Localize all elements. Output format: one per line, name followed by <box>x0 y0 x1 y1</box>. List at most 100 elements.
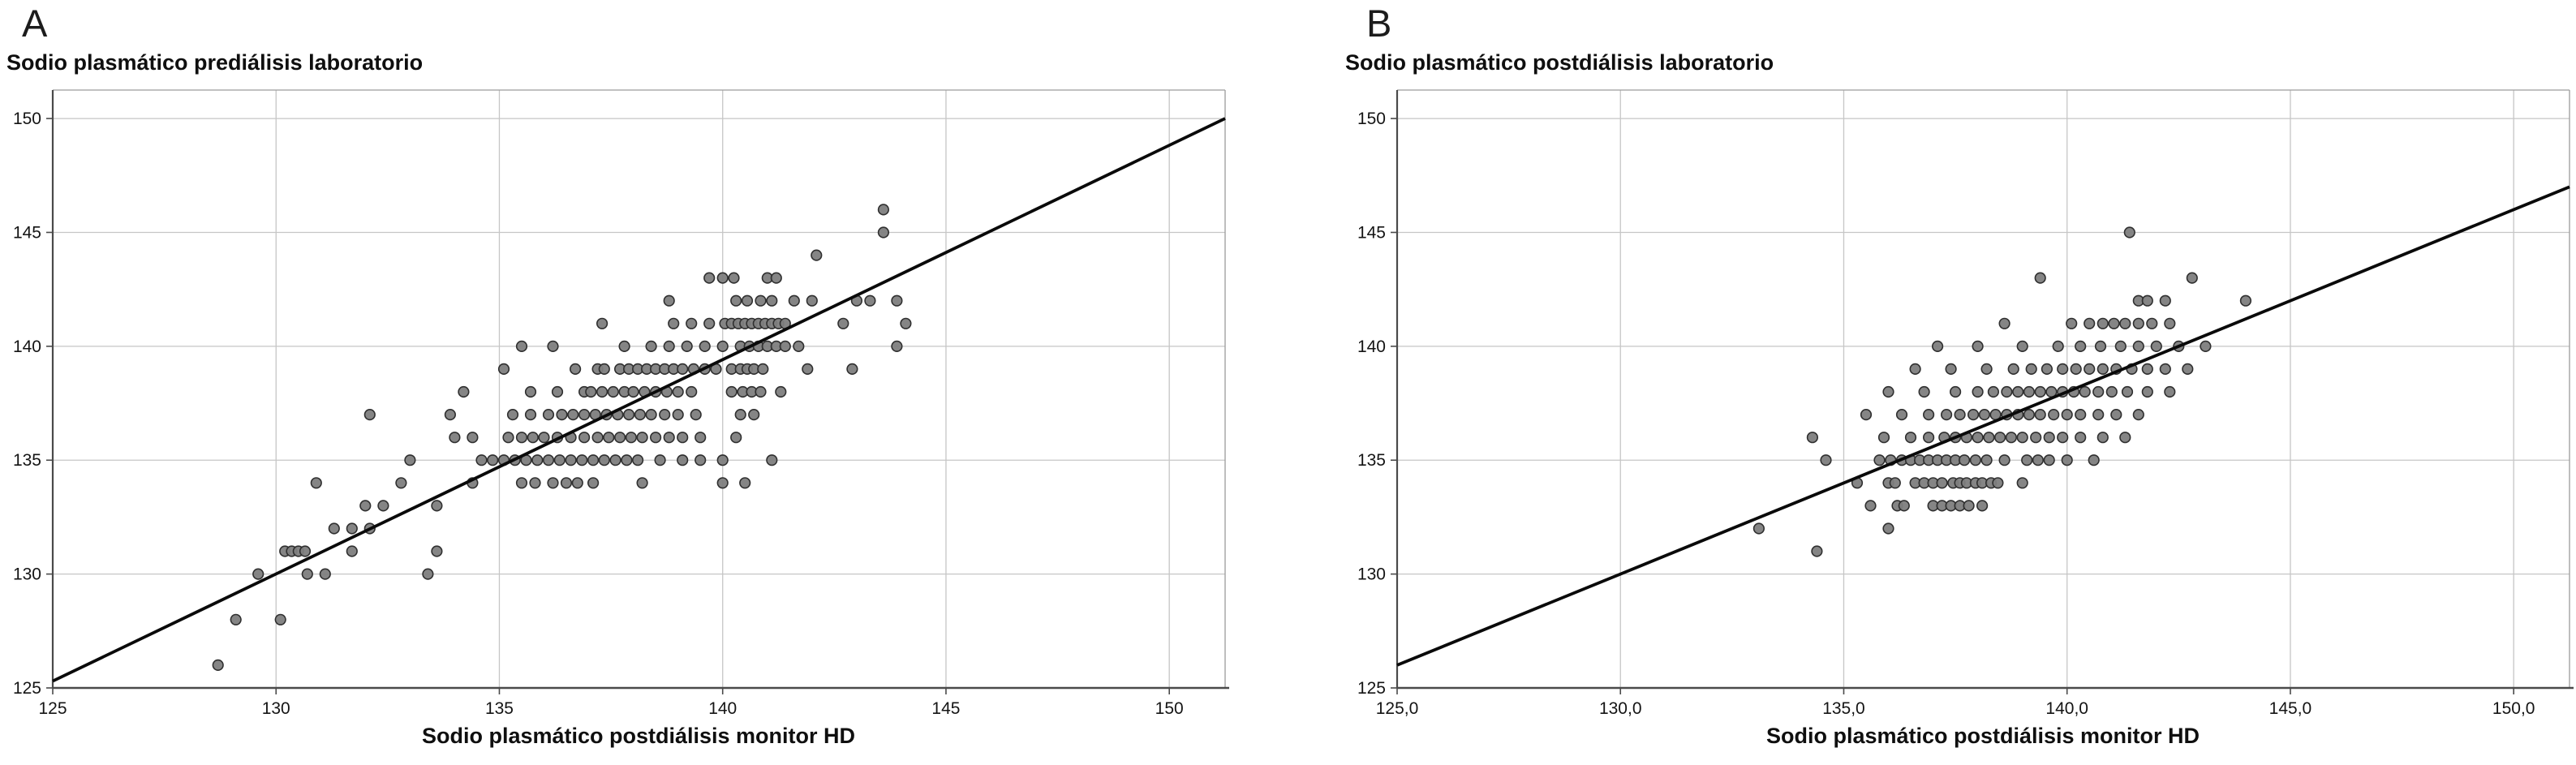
scatter-point <box>891 294 903 307</box>
scatter-point <box>2057 363 2069 376</box>
panel-a-y-axis-title: Sodio plasmático prediálisis laboratorio <box>6 50 424 75</box>
scatter-point <box>672 385 684 398</box>
scatter-point <box>2150 340 2162 353</box>
scatter-point <box>891 340 903 353</box>
scatter-point <box>527 432 539 444</box>
scatter-point <box>2023 409 2035 421</box>
panel-a-y-tick-label: 150 <box>13 110 41 128</box>
scatter-point <box>607 385 619 398</box>
scatter-point <box>506 409 519 421</box>
scatter-point <box>634 409 647 421</box>
scatter-point <box>1972 385 1984 398</box>
scatter-point <box>1752 522 1765 535</box>
scatter-point <box>2012 385 2024 398</box>
scatter-point <box>1945 363 1957 376</box>
scatter-point <box>2096 432 2109 444</box>
scatter-point <box>346 522 358 535</box>
scatter-point <box>677 454 689 466</box>
scatter-point <box>2110 409 2122 421</box>
scatter-point <box>1811 545 1823 557</box>
panel-a-x-tick-label: 135 <box>485 699 514 718</box>
scatter-point <box>578 409 591 421</box>
panel-a-x-tick-label: 150 <box>1155 699 1184 718</box>
scatter-point <box>596 385 609 398</box>
scatter-point <box>515 432 528 444</box>
scatter-point <box>663 340 675 353</box>
panel-a-x-tick-label: 130 <box>262 699 290 718</box>
scatter-point <box>578 432 591 444</box>
scatter-point <box>621 454 633 466</box>
scatter-point <box>2159 294 2171 307</box>
scatter-point <box>2023 385 2035 398</box>
scatter-point <box>301 568 313 580</box>
scatter-point <box>716 454 729 466</box>
panel-a-x-tick-label: 145 <box>931 699 960 718</box>
scatter-point <box>739 477 751 489</box>
scatter-point <box>2159 363 2171 376</box>
scatter-point <box>542 454 555 466</box>
panel-b-y-axis-title: Sodio plasmático postdiálisis laboratori… <box>1345 50 1774 75</box>
scatter-point <box>837 317 849 329</box>
scatter-point <box>622 409 635 421</box>
scatter-point <box>1976 500 1989 512</box>
scatter-point <box>1895 409 1908 421</box>
panel-a-y-tick-label: 130 <box>13 565 41 584</box>
scatter-point <box>2084 363 2096 376</box>
scatter-point <box>1987 385 1999 398</box>
scatter-point <box>2025 363 2037 376</box>
scatter-point <box>431 545 443 557</box>
scatter-point <box>551 385 564 398</box>
scatter-point <box>529 477 541 489</box>
panel-b-x-tick-label: 125,0 <box>1376 699 1419 718</box>
scatter-point <box>2075 340 2087 353</box>
scatter-point <box>609 454 621 466</box>
scatter-point <box>2005 432 2017 444</box>
scatter-point <box>748 409 760 421</box>
scatter-point <box>1941 409 1953 421</box>
panel-b-fit-line <box>1396 185 2570 667</box>
panel-b-x-tick-label: 150,0 <box>2492 699 2535 718</box>
panel-a-y-tick-label: 125 <box>13 679 41 698</box>
scatter-point <box>1994 432 2006 444</box>
scatter-point <box>695 432 707 444</box>
scatter-point <box>598 454 610 466</box>
scatter-point <box>1954 409 1966 421</box>
scatter-point <box>864 294 876 307</box>
scatter-point <box>618 340 630 353</box>
scatter-point <box>2119 317 2131 329</box>
scatter-point <box>2108 317 2120 329</box>
scatter-point <box>636 477 648 489</box>
scatter-point <box>346 545 358 557</box>
scatter-point <box>627 385 639 398</box>
scatter-point <box>475 454 488 466</box>
scatter-point <box>2094 340 2107 353</box>
scatter-point <box>649 432 662 444</box>
scatter-point <box>755 385 767 398</box>
scatter-point <box>585 385 597 398</box>
panel-b-gridlines <box>1397 90 2570 688</box>
scatter-point <box>2121 385 2134 398</box>
scatter-point <box>677 363 689 376</box>
panel-b-y-tick-label: 150 <box>1357 110 1386 128</box>
scatter-point <box>299 545 312 557</box>
scatter-point <box>1806 432 1818 444</box>
scatter-point <box>2084 317 2096 329</box>
scatter-point <box>2164 385 2176 398</box>
scatter-point <box>524 385 537 398</box>
scatter-point <box>2239 294 2251 307</box>
panel-a-scatter-points <box>212 204 912 672</box>
scatter-point <box>716 272 729 284</box>
scatter-point <box>2043 454 2055 466</box>
scatter-point <box>1980 454 1993 466</box>
scatter-point <box>1992 477 2004 489</box>
scatter-point <box>677 432 689 444</box>
scatter-point <box>728 272 740 284</box>
scatter-point <box>1983 432 1995 444</box>
scatter-point <box>2021 454 2033 466</box>
scatter-point <box>1936 477 1948 489</box>
scatter-point <box>2079 385 2091 398</box>
scatter-point <box>775 385 787 398</box>
panel-b-x-tick-label: 130,0 <box>1599 699 1642 718</box>
scatter-point <box>1959 454 1971 466</box>
